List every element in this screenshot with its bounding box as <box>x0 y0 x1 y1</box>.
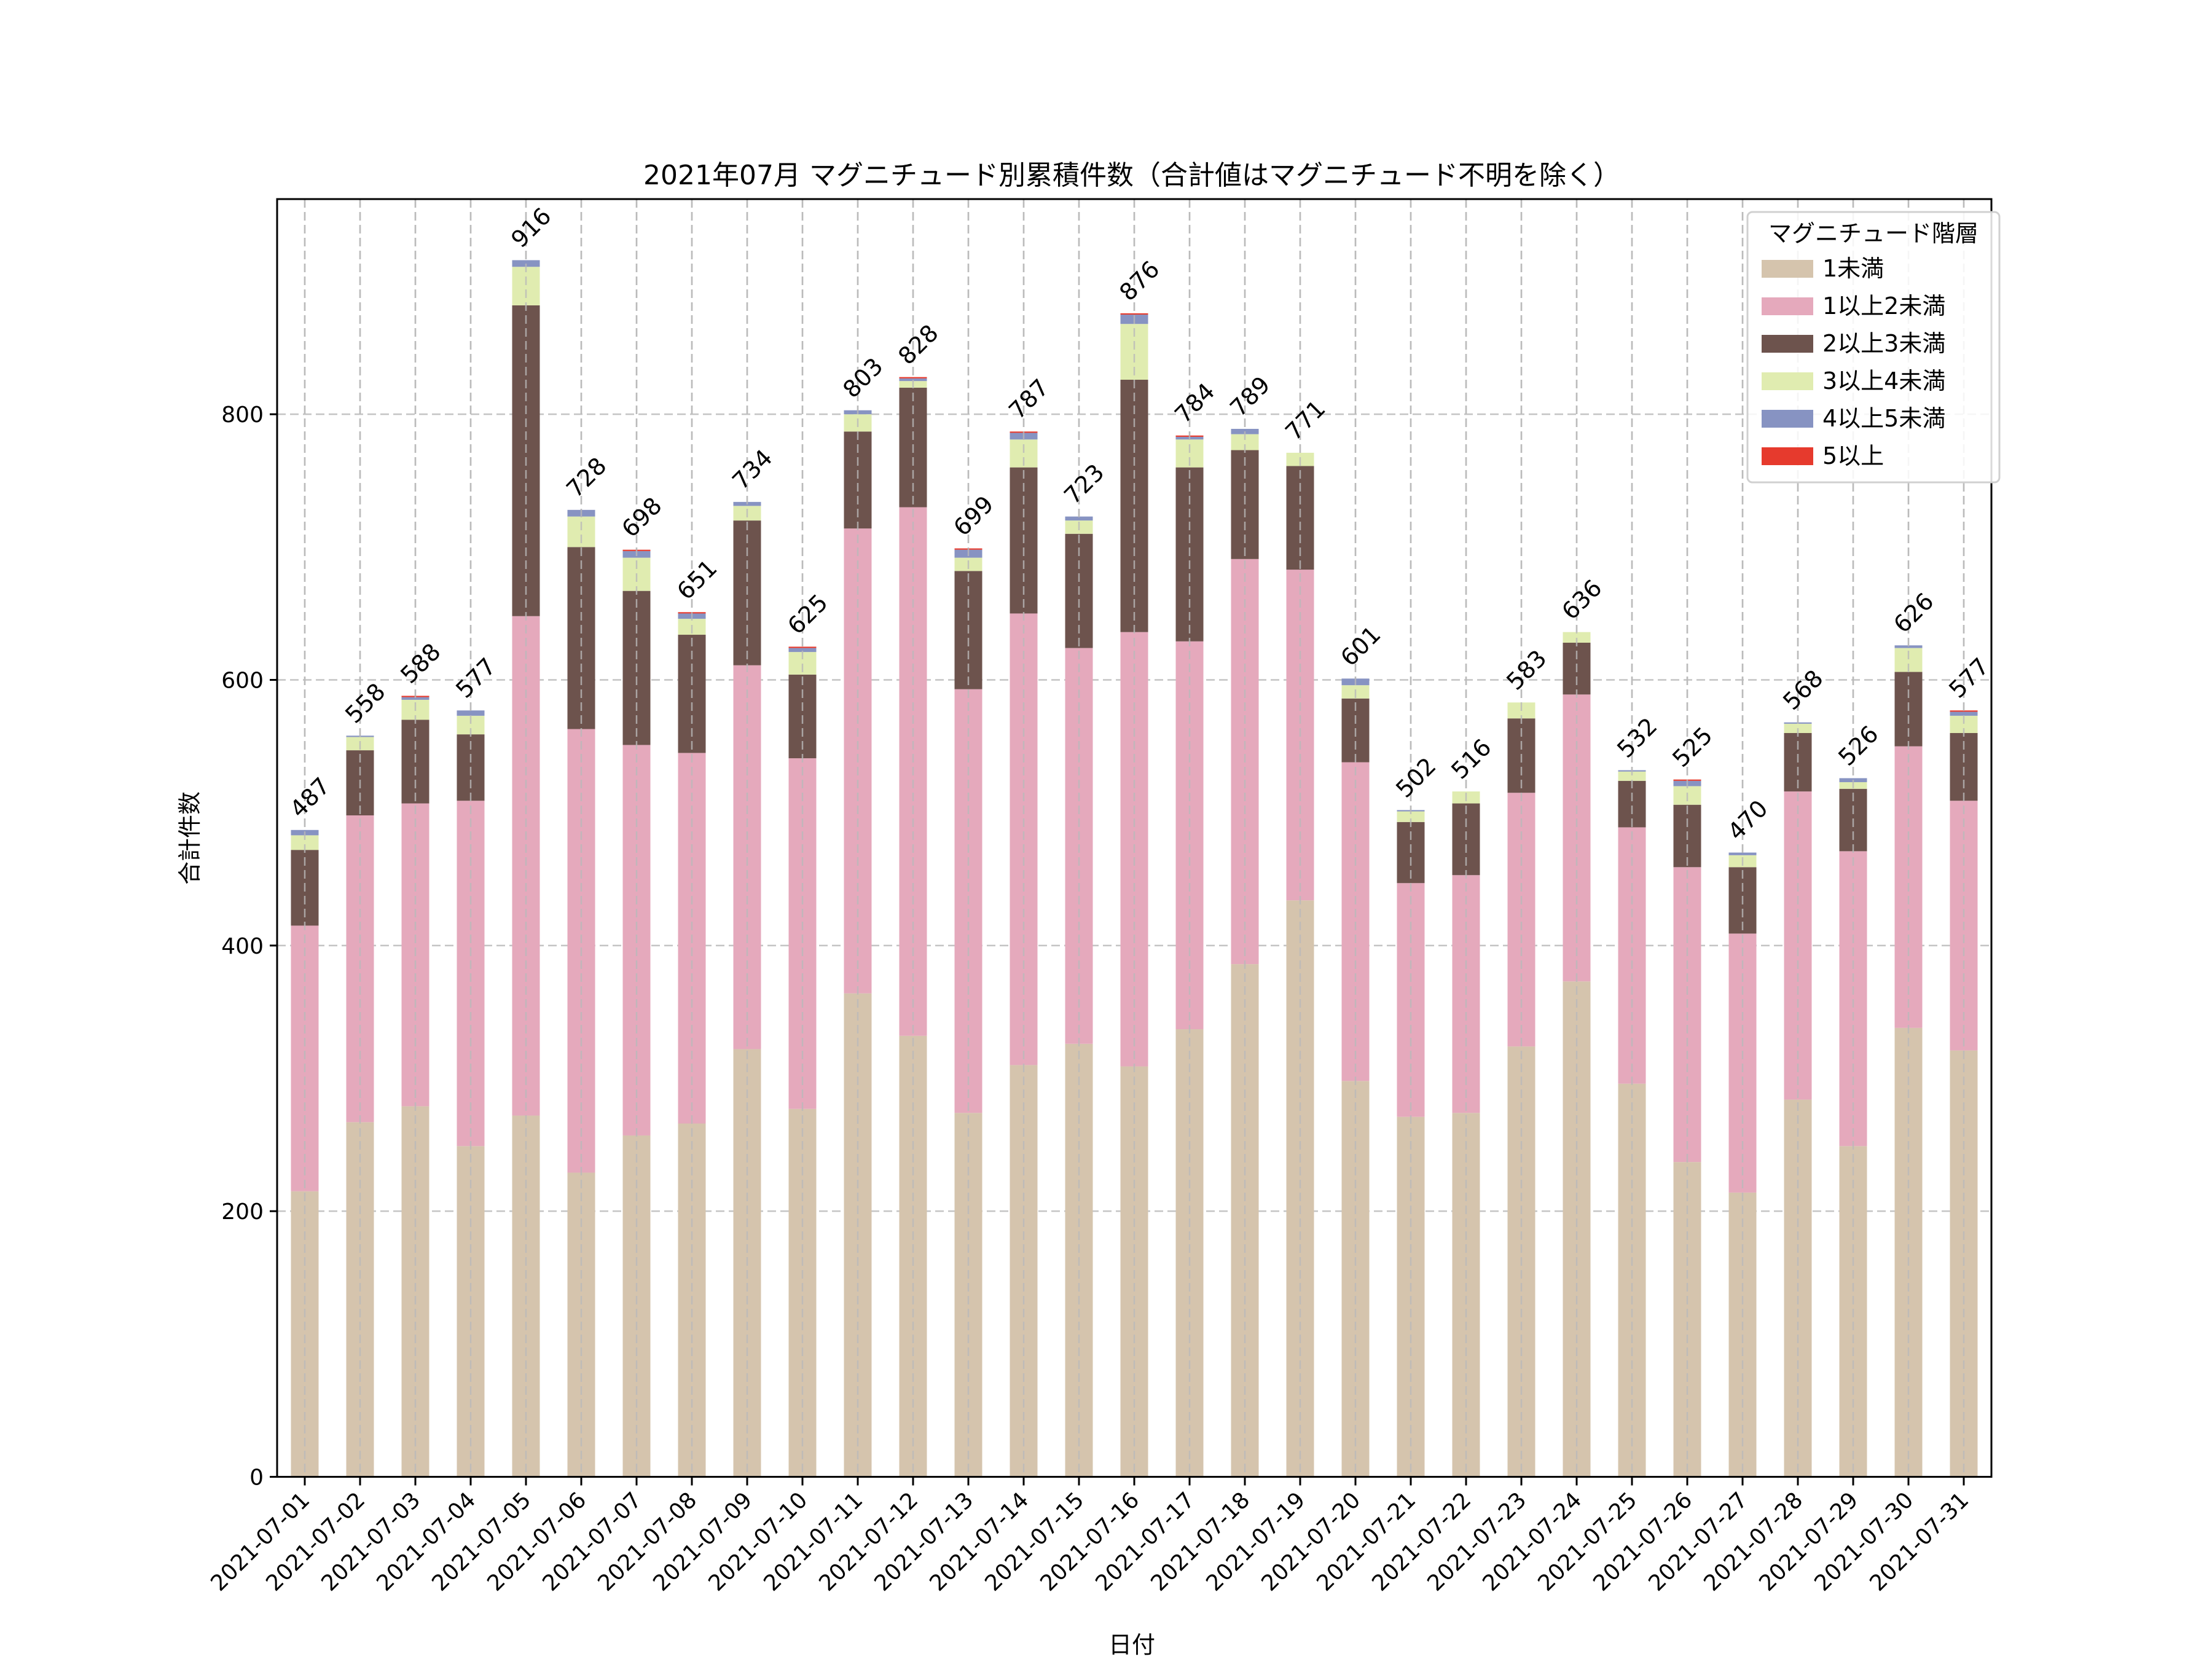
total-label: 699 <box>948 490 998 541</box>
total-label: 626 <box>1888 587 1939 638</box>
legend-label: 5以上 <box>1822 442 1884 469</box>
legend-swatch <box>1762 335 1813 353</box>
total-label: 577 <box>1943 653 1994 703</box>
total-label: 470 <box>1722 794 1773 845</box>
bar-segment-4 <box>401 697 429 700</box>
y-tick-label: 600 <box>221 669 264 694</box>
x-axis: 2021-07-012021-07-022021-07-032021-07-04… <box>206 1477 1974 1596</box>
bar-segment-4 <box>512 260 540 267</box>
bar-segment-1 <box>1728 933 1757 1193</box>
bar-segment-1 <box>788 758 817 1109</box>
total-label: 803 <box>837 353 888 403</box>
x-axis-label: 日付 <box>1108 1631 1155 1658</box>
total-label: 787 <box>1003 374 1054 424</box>
total-label: 625 <box>782 589 833 639</box>
total-label: 916 <box>506 202 556 253</box>
legend-swatch <box>1762 260 1813 278</box>
chart-title: 2021年07月 マグニチュード別累積件数（合計値はマグニチュード不明を除く） <box>643 160 1620 191</box>
total-label: 558 <box>340 678 390 728</box>
y-tick-label: 200 <box>221 1199 264 1225</box>
legend-label: 2以上3未満 <box>1822 330 1945 357</box>
total-label: 723 <box>1059 459 1109 509</box>
legend-swatch <box>1762 447 1813 465</box>
bar-segment-4 <box>1065 516 1093 521</box>
y-tick-label: 400 <box>221 934 264 959</box>
legend-label: 3以上4未満 <box>1822 367 1945 394</box>
bar-segment-1 <box>1784 791 1812 1100</box>
y-axis: 0 200 400 600 800 <box>221 402 277 1491</box>
bar-segment-4 <box>457 710 485 716</box>
legend-swatch <box>1762 410 1813 428</box>
total-label: 577 <box>450 653 501 703</box>
bar-segment-3 <box>512 267 540 305</box>
total-label: 583 <box>1501 645 1551 695</box>
bar-segment-5 <box>788 646 817 648</box>
legend-swatch <box>1762 372 1813 390</box>
bar-segment-5 <box>1120 313 1148 315</box>
total-label: 636 <box>1556 575 1607 625</box>
total-label: 487 <box>284 772 335 823</box>
bar-segment-0 <box>788 1108 817 1477</box>
bars <box>291 199 1978 1477</box>
total-label: 876 <box>1114 256 1164 306</box>
total-label: 728 <box>561 452 611 503</box>
legend-label: 4以上5未満 <box>1822 405 1945 432</box>
bar-segment-3 <box>1618 771 1646 781</box>
y-axis-label: 合計件数 <box>176 791 203 885</box>
y-tick-label: 800 <box>221 402 264 428</box>
total-label: 568 <box>1778 665 1828 715</box>
bar-segment-4 <box>1894 645 1923 648</box>
bar-segment-3 <box>1563 632 1591 643</box>
total-label: 516 <box>1446 734 1496 784</box>
bar-segment-0 <box>1673 1162 1701 1477</box>
bar-segment-4 <box>899 378 927 382</box>
total-label: 526 <box>1833 720 1883 771</box>
legend-label: 1以上2未満 <box>1822 292 1945 320</box>
total-label: 502 <box>1390 752 1441 802</box>
bar-segment-3 <box>291 835 319 850</box>
total-label: 784 <box>1169 378 1220 428</box>
bar-segment-5 <box>899 377 927 378</box>
y-tick-label: 0 <box>249 1465 264 1491</box>
total-label: 651 <box>672 554 722 605</box>
legend-label: 1未満 <box>1822 255 1884 282</box>
total-label: 771 <box>1280 395 1330 445</box>
legend-swatch <box>1762 297 1813 315</box>
bar-segment-4 <box>788 648 817 653</box>
total-label: 601 <box>1335 621 1386 671</box>
bar-segment-0 <box>899 1035 927 1477</box>
legend-title: マグニチュード階層 <box>1768 220 1979 247</box>
bar-segment-1 <box>1839 851 1867 1147</box>
legend: マグニチュード階層 1未満 1以上2未満 2以上3未満 3以上4未満 4以上5未満 5以上 <box>1746 211 2001 484</box>
bar-segment-4 <box>1950 712 1978 716</box>
bar-segment-3 <box>1397 811 1425 822</box>
bar-segment-1 <box>1507 793 1535 1047</box>
total-label: 828 <box>893 320 943 370</box>
bar-segment-4 <box>1728 852 1757 855</box>
bar-segment-5 <box>1950 710 1978 712</box>
total-label: 698 <box>616 492 667 543</box>
total-label: 734 <box>727 444 777 495</box>
total-label: 525 <box>1667 722 1717 772</box>
total-label: 588 <box>395 638 445 688</box>
total-label: 532 <box>1612 712 1662 763</box>
